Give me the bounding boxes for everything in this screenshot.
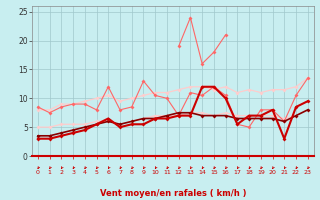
- X-axis label: Vent moyen/en rafales ( km/h ): Vent moyen/en rafales ( km/h ): [100, 189, 246, 198]
